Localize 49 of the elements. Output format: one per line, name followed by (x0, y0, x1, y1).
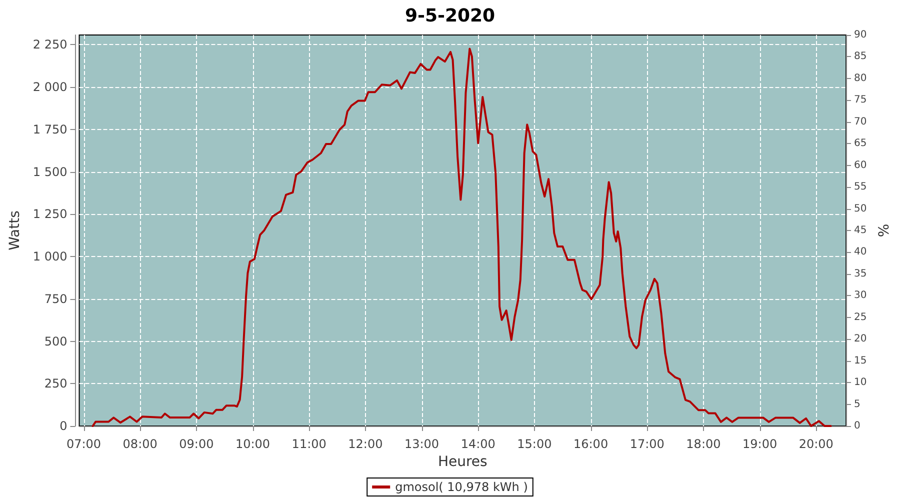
x-tick-label: 12:00 (348, 437, 383, 451)
x-tick-label: 11:00 (292, 437, 326, 451)
y-axis-title: Watts (7, 210, 23, 250)
y2-tick-label: 10 (854, 377, 867, 388)
x-axis-title: Heures (438, 454, 488, 470)
y2-tick-label: 65 (854, 138, 867, 150)
y-tick-label: 1 750 (32, 122, 68, 136)
y-tick-label: 0 (60, 419, 68, 433)
y2-tick-label: 0 (854, 420, 860, 432)
y2-tick-label: 50 (854, 203, 867, 214)
y2-tick-label: 60 (854, 160, 867, 171)
y-tick-label: 1 500 (32, 164, 68, 179)
y2-tick-label: 80 (854, 72, 867, 84)
y-tick-label: 500 (44, 334, 68, 348)
y-tick-label: 2 000 (32, 80, 68, 94)
y2-tick-label: 75 (854, 94, 867, 106)
y2-axis-title: % (876, 224, 893, 238)
chart-title: 9-5-2020 (404, 6, 496, 26)
y2-tick-label: 45 (854, 225, 867, 236)
x-tick-label: 18:00 (686, 437, 721, 451)
line-series (92, 48, 832, 427)
x-tick-label: 17:00 (630, 437, 664, 451)
x-tick-label: 20:00 (798, 437, 834, 451)
y2-tick-label: 25 (854, 312, 867, 323)
y2-tick-label: 5 (854, 398, 860, 410)
y2-tick-label: 85 (854, 51, 867, 62)
x-tick-label: 10:00 (235, 437, 270, 451)
legend-label: gmosol( 10,978 kWh ) (395, 480, 528, 494)
x-tick-label: 07:00 (66, 437, 102, 451)
x-tick-label: 08:00 (122, 437, 158, 451)
x-tick-label: 16:00 (573, 437, 608, 451)
x-tick-label: 09:00 (179, 437, 214, 451)
y2-tick-label: 30 (854, 290, 867, 302)
y-tick-label: 750 (44, 292, 68, 306)
x-tick-label: 13:00 (404, 437, 440, 451)
y-tick-label: 1 000 (32, 250, 68, 264)
y2-tick-label: 15 (854, 355, 867, 366)
y-tick-label: 2 250 (32, 38, 68, 52)
y-tick-label: 1 250 (32, 207, 68, 222)
y2-tick-label: 90 (854, 30, 867, 40)
y2-tick-label: 20 (854, 334, 867, 345)
y2-tick-label: 40 (854, 246, 867, 258)
x-tick-label: 15:00 (517, 437, 552, 451)
y2-tick-label: 55 (854, 182, 867, 193)
y2-tick-label: 35 (854, 268, 867, 280)
x-tick-label: 14:00 (460, 437, 496, 451)
y2-tick-label: 70 (854, 116, 867, 128)
y-tick-label: 250 (44, 376, 68, 391)
x-tick-label: 19:00 (742, 437, 778, 451)
